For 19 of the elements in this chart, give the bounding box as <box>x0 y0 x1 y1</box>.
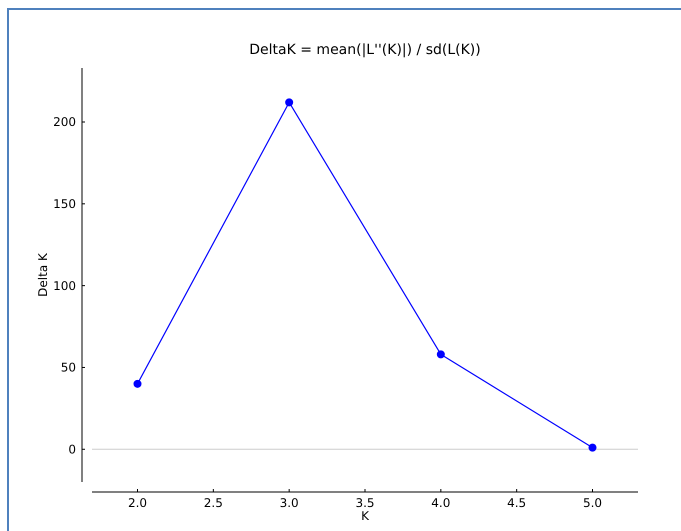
y-tick-label: 0 <box>68 442 76 456</box>
point <box>285 98 294 106</box>
x-tick-label: 4.0 <box>431 496 450 510</box>
point <box>134 380 142 388</box>
x-tick-label: 4.5 <box>507 496 526 510</box>
x-tick-label: 3.5 <box>355 496 375 510</box>
x-tick-label: 5.0 <box>582 496 602 510</box>
x-tick-label: 3.0 <box>280 496 299 510</box>
y-tick-label: 200 <box>53 115 76 130</box>
point <box>436 350 445 358</box>
y-axis-title: Delta K <box>36 252 50 297</box>
x-tick-label: 2.5 <box>204 496 223 510</box>
x-axis-title: K <box>361 509 370 523</box>
y-tick-label: 100 <box>53 278 76 293</box>
chart-title: DeltaK = mean(|L''(K)|) / sd(L(K)) <box>249 42 481 58</box>
y-tick-label: 50 <box>60 360 76 375</box>
y-tick-label: 150 <box>53 197 76 212</box>
x-tick-label: 2.0 <box>128 496 148 510</box>
point <box>588 444 596 452</box>
